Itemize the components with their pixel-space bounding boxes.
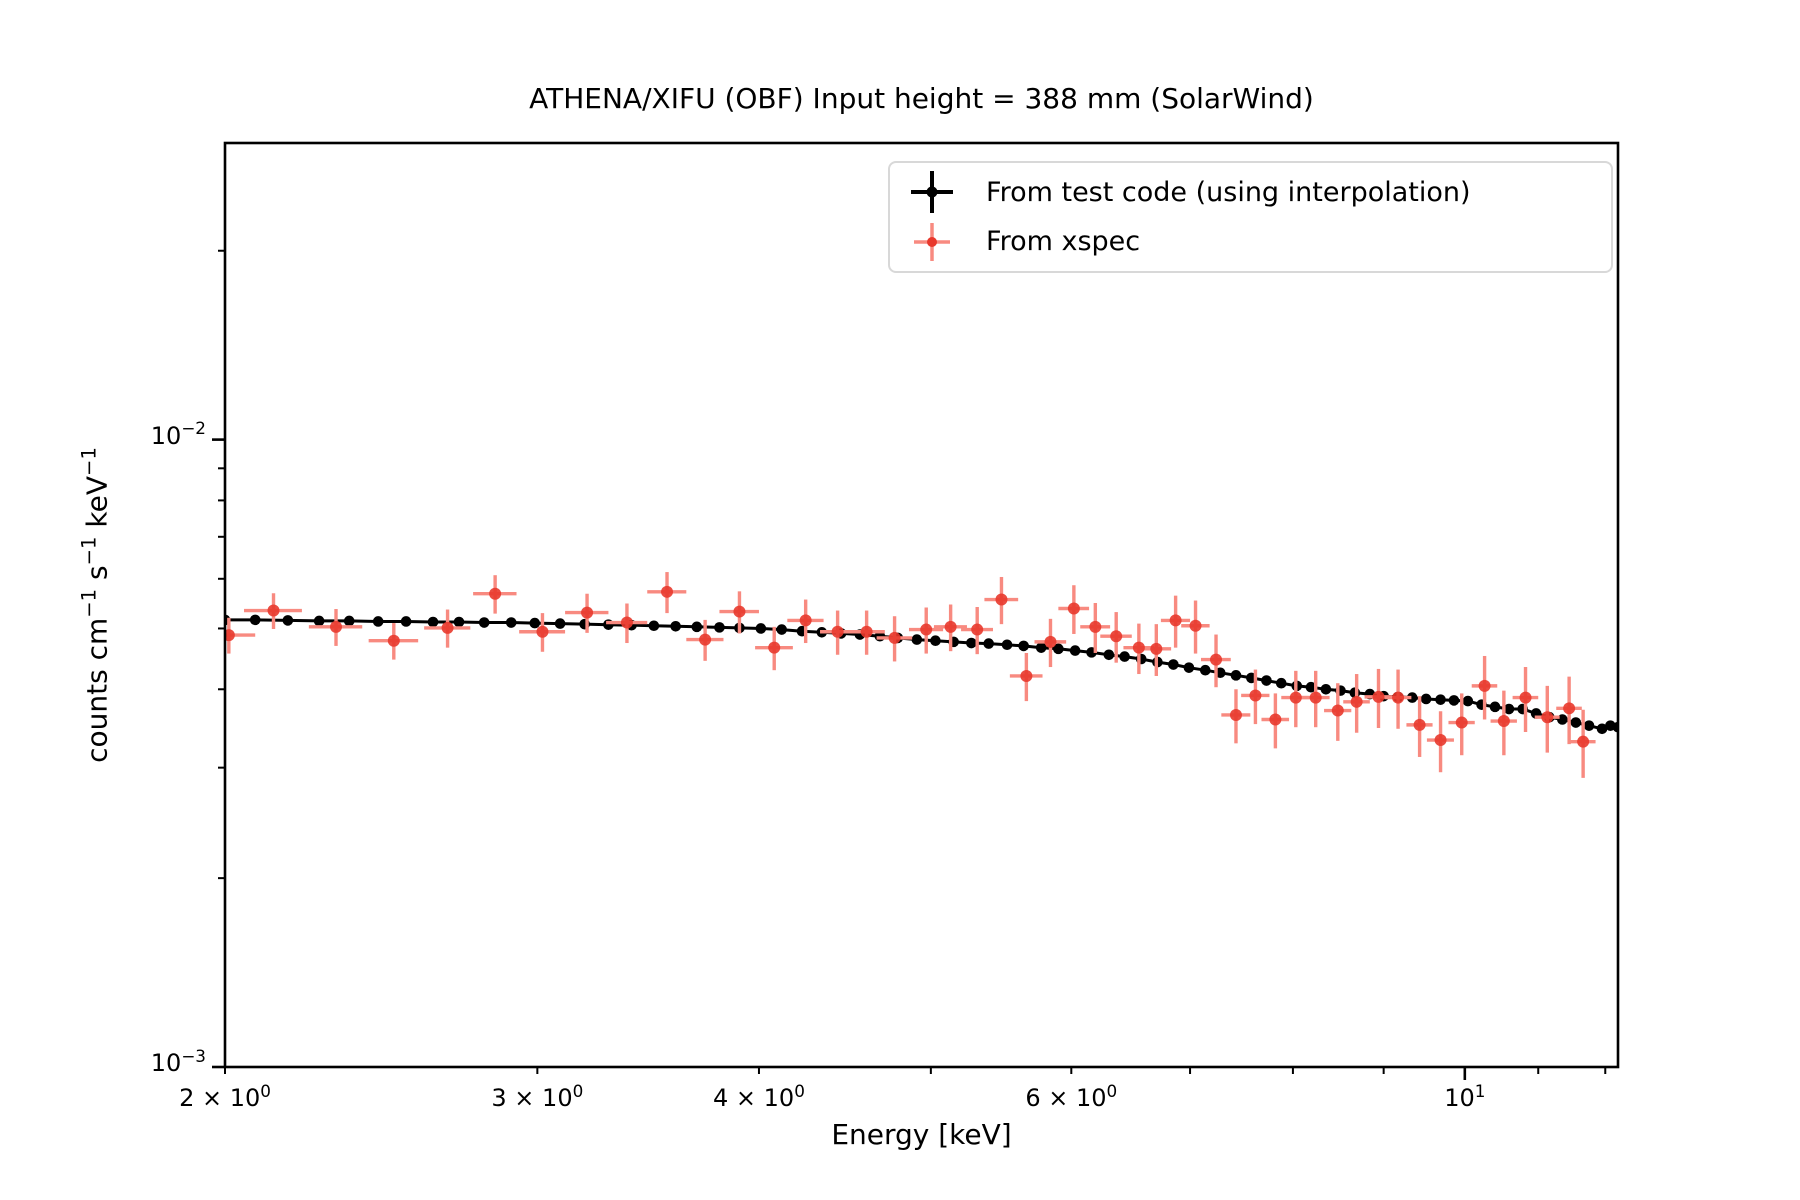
legend-item-test-code: From test code (using interpolation) — [904, 168, 1597, 216]
chart-title: ATHENA/XIFU (OBF) Input height = 388 mm … — [529, 82, 1314, 115]
xspec-errorbar-marker-icon — [914, 222, 950, 261]
x-axis-label: Energy [keV] — [831, 1118, 1012, 1151]
x-tick-label: 3 × 100 — [491, 1080, 584, 1112]
x-tick-label: 6 × 100 — [1025, 1080, 1118, 1112]
y-axis-label: counts cm−1 s−1 keV−1 — [77, 447, 114, 763]
plot-border — [223, 141, 1620, 1069]
x-tick-label: 2 × 100 — [179, 1080, 271, 1112]
legend-label-xspec: From xspec — [986, 226, 1141, 258]
y-tick-label: 10−3 — [150, 1045, 206, 1077]
x-tick-label: 4 × 100 — [713, 1080, 805, 1112]
legend-item-xspec: From xspec — [904, 218, 1597, 266]
legend-label-test-code: From test code (using interpolation) — [986, 176, 1471, 208]
series-xspec — [225, 572, 1596, 778]
x-tick-label: 101 — [1444, 1080, 1486, 1112]
legend: From test code (using interpolation) Fro… — [888, 161, 1613, 273]
test-code-errorbar-marker-icon — [911, 171, 953, 214]
x-ticks — [224, 1067, 1607, 1080]
y-tick-label: 10−2 — [150, 418, 206, 450]
y-ticks — [212, 249, 225, 1069]
